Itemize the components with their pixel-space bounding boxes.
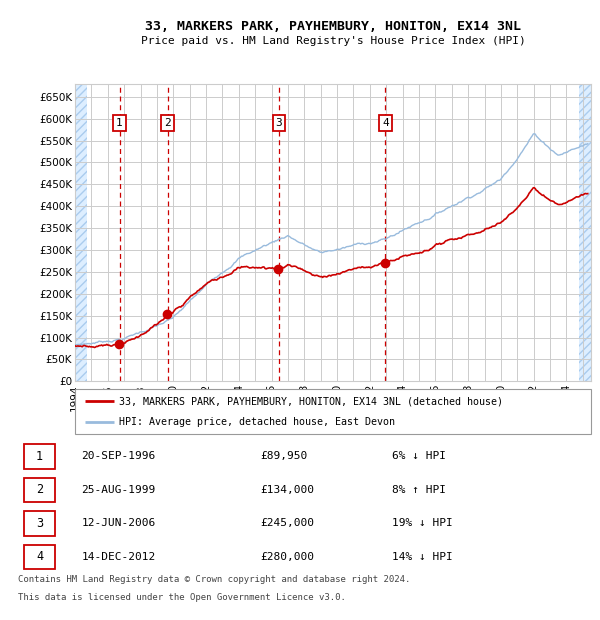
FancyBboxPatch shape xyxy=(24,444,55,469)
Text: 4: 4 xyxy=(382,118,389,128)
Text: 8% ↑ HPI: 8% ↑ HPI xyxy=(392,485,446,495)
Text: 14-DEC-2012: 14-DEC-2012 xyxy=(82,552,155,562)
Text: £280,000: £280,000 xyxy=(260,552,314,562)
Bar xyxy=(75,84,87,381)
Bar xyxy=(579,84,591,381)
Text: This data is licensed under the Open Government Licence v3.0.: This data is licensed under the Open Gov… xyxy=(18,593,346,603)
Text: £89,950: £89,950 xyxy=(260,451,307,461)
Text: 1: 1 xyxy=(36,450,43,463)
Text: £134,000: £134,000 xyxy=(260,485,314,495)
Text: 6% ↓ HPI: 6% ↓ HPI xyxy=(392,451,446,461)
Text: Contains HM Land Registry data © Crown copyright and database right 2024.: Contains HM Land Registry data © Crown c… xyxy=(18,575,410,584)
Text: HPI: Average price, detached house, East Devon: HPI: Average price, detached house, East… xyxy=(119,417,395,427)
FancyBboxPatch shape xyxy=(24,477,55,502)
Text: 2: 2 xyxy=(164,118,171,128)
Text: 19% ↓ HPI: 19% ↓ HPI xyxy=(392,518,453,528)
FancyBboxPatch shape xyxy=(24,544,55,569)
Text: 25-AUG-1999: 25-AUG-1999 xyxy=(82,485,155,495)
Text: 3: 3 xyxy=(36,517,43,530)
Text: 12-JUN-2006: 12-JUN-2006 xyxy=(82,518,155,528)
Text: Price paid vs. HM Land Registry's House Price Index (HPI): Price paid vs. HM Land Registry's House … xyxy=(140,36,526,46)
Text: 33, MARKERS PARK, PAYHEMBURY, HONITON, EX14 3NL (detached house): 33, MARKERS PARK, PAYHEMBURY, HONITON, E… xyxy=(119,396,503,407)
FancyBboxPatch shape xyxy=(24,511,55,536)
Text: 33, MARKERS PARK, PAYHEMBURY, HONITON, EX14 3NL: 33, MARKERS PARK, PAYHEMBURY, HONITON, E… xyxy=(145,20,521,32)
Text: 20-SEP-1996: 20-SEP-1996 xyxy=(82,451,155,461)
Text: £245,000: £245,000 xyxy=(260,518,314,528)
Text: 3: 3 xyxy=(275,118,282,128)
Text: 14% ↓ HPI: 14% ↓ HPI xyxy=(392,552,453,562)
Text: 2: 2 xyxy=(36,484,43,497)
Text: 1: 1 xyxy=(116,118,123,128)
FancyBboxPatch shape xyxy=(75,389,591,434)
Text: 4: 4 xyxy=(36,551,43,564)
